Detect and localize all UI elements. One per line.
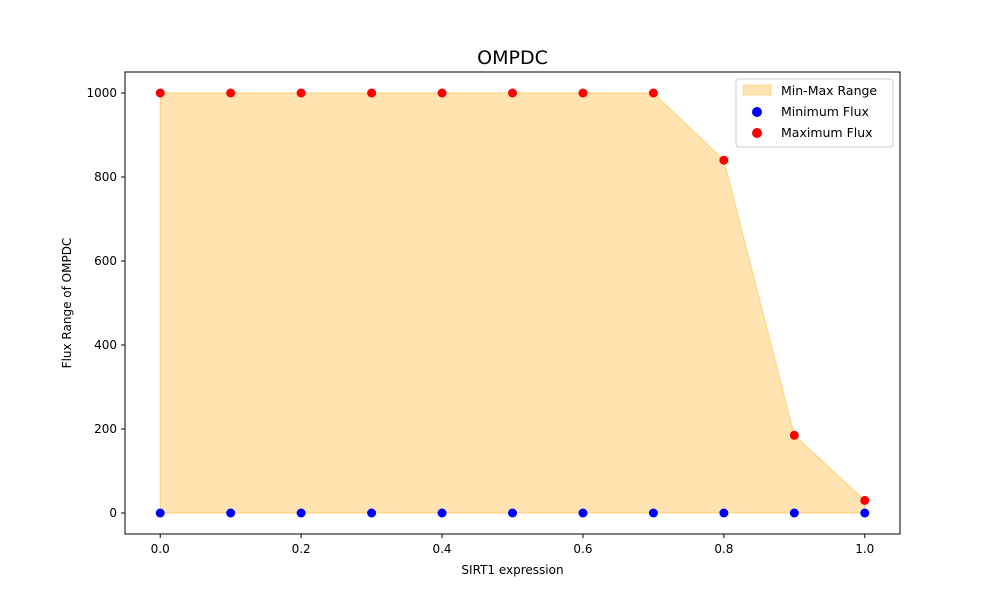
- legend-marker-maximum-flux: [752, 128, 762, 138]
- min-flux-point-4: [437, 508, 447, 518]
- y-axis-label: Flux Range of OMPDC: [60, 238, 74, 369]
- x-tick-label-1: 0.2: [292, 542, 311, 556]
- max-flux-point-4: [437, 88, 447, 98]
- min-flux-point-5: [508, 508, 517, 518]
- min-flux-point-9: [789, 508, 799, 518]
- y-tick-label-1: 200: [94, 422, 117, 436]
- x-axis-ticks: 0.0 0.2 0.4 0.6 0.8 1.0: [151, 534, 874, 556]
- max-flux-point-10: [860, 495, 870, 505]
- legend-marker-minimum-flux: [752, 107, 762, 117]
- min-flux-point-2: [296, 508, 306, 518]
- x-tick-label-4: 0.8: [714, 542, 733, 556]
- legend: Min-Max Range Minimum Flux Maximum Flux: [735, 78, 894, 148]
- y-tick-label-4: 800: [94, 170, 117, 184]
- x-tick-label-5: 1.0: [855, 542, 874, 556]
- x-tick-label-3: 0.6: [573, 542, 592, 556]
- x-axis-label: SIRT1 expression: [461, 563, 563, 577]
- legend-label-minimum-flux: Minimum Flux: [781, 104, 869, 119]
- legend-label-min-max-range: Min-Max Range: [781, 83, 877, 98]
- plot-frame: [124, 71, 901, 535]
- max-flux-point-5: [508, 88, 517, 98]
- max-flux-point-1: [226, 88, 236, 98]
- min-flux-point-3: [367, 508, 377, 518]
- legend-swatch-min-max-range: [742, 84, 772, 96]
- min-flux-point-8: [719, 508, 729, 518]
- min-flux-point-7: [648, 508, 658, 518]
- max-flux-point-6: [578, 88, 588, 98]
- min-flux-point-1: [226, 508, 236, 518]
- x-tick-label-0: 0.0: [151, 542, 170, 556]
- max-flux-point-7: [648, 88, 658, 98]
- min-flux-point-10: [860, 508, 870, 518]
- y-tick-label-3: 600: [94, 254, 117, 268]
- chart-title: OMPDC: [477, 47, 548, 69]
- min-flux-point-0: [155, 508, 165, 518]
- max-flux-point-8: [719, 155, 729, 165]
- y-tick-label-2: 400: [94, 338, 117, 352]
- y-axis-ticks: 0 200 400 600 800 1000: [86, 86, 125, 520]
- min-flux-point-6: [578, 508, 588, 518]
- points-layer: [155, 88, 870, 518]
- max-flux-point-3: [367, 88, 377, 98]
- y-tick-label-5: 1000: [86, 86, 117, 100]
- legend-box: [735, 78, 894, 148]
- max-flux-point-2: [296, 88, 306, 98]
- plot-background: [125, 72, 900, 534]
- legend-label-maximum-flux: Maximum Flux: [781, 125, 873, 140]
- x-tick-label-2: 0.4: [432, 542, 451, 556]
- max-flux-point-0: [155, 88, 165, 98]
- y-tick-label-0: 0: [109, 506, 117, 520]
- max-flux-point-9: [789, 430, 799, 440]
